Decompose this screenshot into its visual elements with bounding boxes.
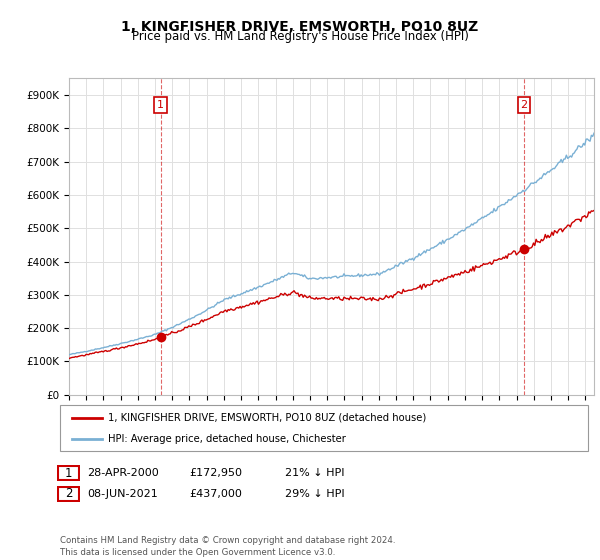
Text: HPI: Average price, detached house, Chichester: HPI: Average price, detached house, Chic… <box>108 435 346 444</box>
Text: 08-JUN-2021: 08-JUN-2021 <box>87 489 158 499</box>
Text: 1: 1 <box>157 100 164 110</box>
Text: 29% ↓ HPI: 29% ↓ HPI <box>285 489 344 499</box>
Text: 1: 1 <box>65 466 72 480</box>
FancyBboxPatch shape <box>58 466 79 480</box>
Text: 2: 2 <box>521 100 527 110</box>
Text: Contains HM Land Registry data © Crown copyright and database right 2024.
This d: Contains HM Land Registry data © Crown c… <box>60 536 395 557</box>
Text: £172,950: £172,950 <box>189 468 242 478</box>
Text: £437,000: £437,000 <box>189 489 242 499</box>
Text: 28-APR-2000: 28-APR-2000 <box>87 468 159 478</box>
Text: 21% ↓ HPI: 21% ↓ HPI <box>285 468 344 478</box>
Text: 1, KINGFISHER DRIVE, EMSWORTH, PO10 8UZ: 1, KINGFISHER DRIVE, EMSWORTH, PO10 8UZ <box>121 20 479 34</box>
FancyBboxPatch shape <box>58 487 79 501</box>
Text: 2: 2 <box>65 487 72 501</box>
Text: Price paid vs. HM Land Registry's House Price Index (HPI): Price paid vs. HM Land Registry's House … <box>131 30 469 43</box>
Text: 1, KINGFISHER DRIVE, EMSWORTH, PO10 8UZ (detached house): 1, KINGFISHER DRIVE, EMSWORTH, PO10 8UZ … <box>108 413 426 423</box>
